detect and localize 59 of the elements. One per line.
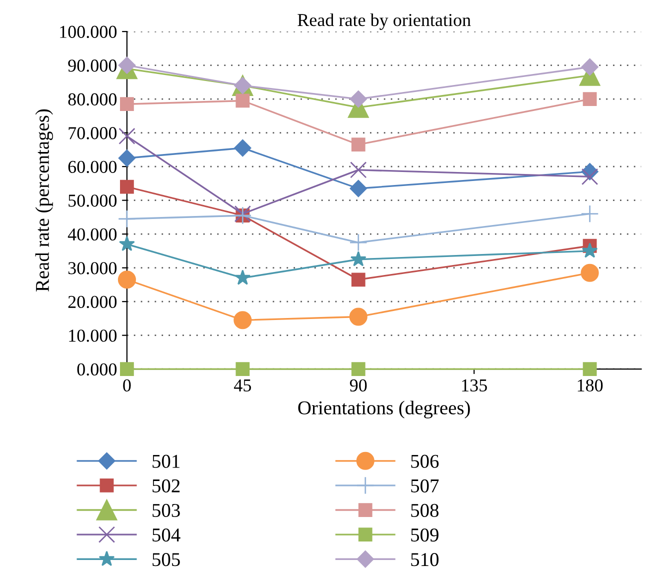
point: [351, 138, 366, 152]
point: [118, 128, 136, 145]
point: [120, 180, 134, 194]
point: [118, 236, 135, 252]
x-tick-label: 0: [123, 379, 131, 392]
point: [581, 58, 598, 76]
point: [118, 270, 136, 289]
y-tick-label: 70.000: [68, 127, 117, 140]
point: [580, 204, 599, 223]
legend-label: 501: [152, 454, 180, 468]
point: [580, 264, 599, 282]
x-tick-label: 180: [578, 379, 603, 392]
point: [118, 150, 136, 167]
point: [350, 162, 367, 178]
point: [350, 180, 367, 198]
legend-label: 507: [411, 479, 439, 492]
point: [351, 362, 366, 376]
point: [349, 308, 368, 326]
legend-label: 504: [152, 528, 180, 542]
x-tick-label: 45: [234, 379, 251, 392]
legend-label: 510: [411, 553, 439, 566]
y-tick-label: 50.000: [68, 194, 117, 207]
x-tick-label: 135: [462, 379, 487, 392]
y-tick-label: 60.000: [68, 160, 117, 174]
chart-title: Read rate by orientation: [298, 13, 471, 30]
y-tick-label: 100.000: [60, 26, 117, 38]
point: [120, 362, 134, 376]
point: [350, 251, 366, 266]
point: [351, 272, 366, 287]
x-axis-title: Orientations (degrees): [298, 400, 470, 418]
point: [118, 56, 136, 74]
legend-label: 508: [411, 504, 439, 518]
y-tick-label: 30.000: [68, 262, 117, 274]
point: [582, 242, 598, 258]
y-tick-label: 80.000: [68, 93, 117, 106]
y-tick-label: 0.000: [77, 363, 117, 376]
y-tick-label: 40.000: [68, 228, 117, 241]
point: [350, 90, 367, 108]
legend-label: 503: [152, 504, 180, 518]
point: [582, 362, 597, 376]
legend-label: 509: [411, 528, 438, 542]
x-tick-label: 90: [350, 379, 367, 392]
point: [236, 94, 250, 108]
y-tick-label: 90.000: [68, 60, 117, 72]
point: [582, 92, 597, 106]
y-tick-label: 20.000: [68, 296, 117, 308]
point: [236, 362, 250, 376]
point: [234, 270, 251, 285]
legend-label: 506: [411, 454, 439, 468]
point: [581, 168, 598, 186]
point: [118, 210, 136, 228]
point: [349, 233, 368, 252]
y-axis-title: Read rate (percentages): [35, 109, 53, 292]
point: [234, 311, 252, 330]
point: [120, 97, 134, 112]
y-tick-label: 10.000: [69, 330, 117, 342]
point: [234, 139, 252, 157]
legend-label: 505: [152, 553, 180, 566]
legend-label: 502: [152, 479, 180, 492]
